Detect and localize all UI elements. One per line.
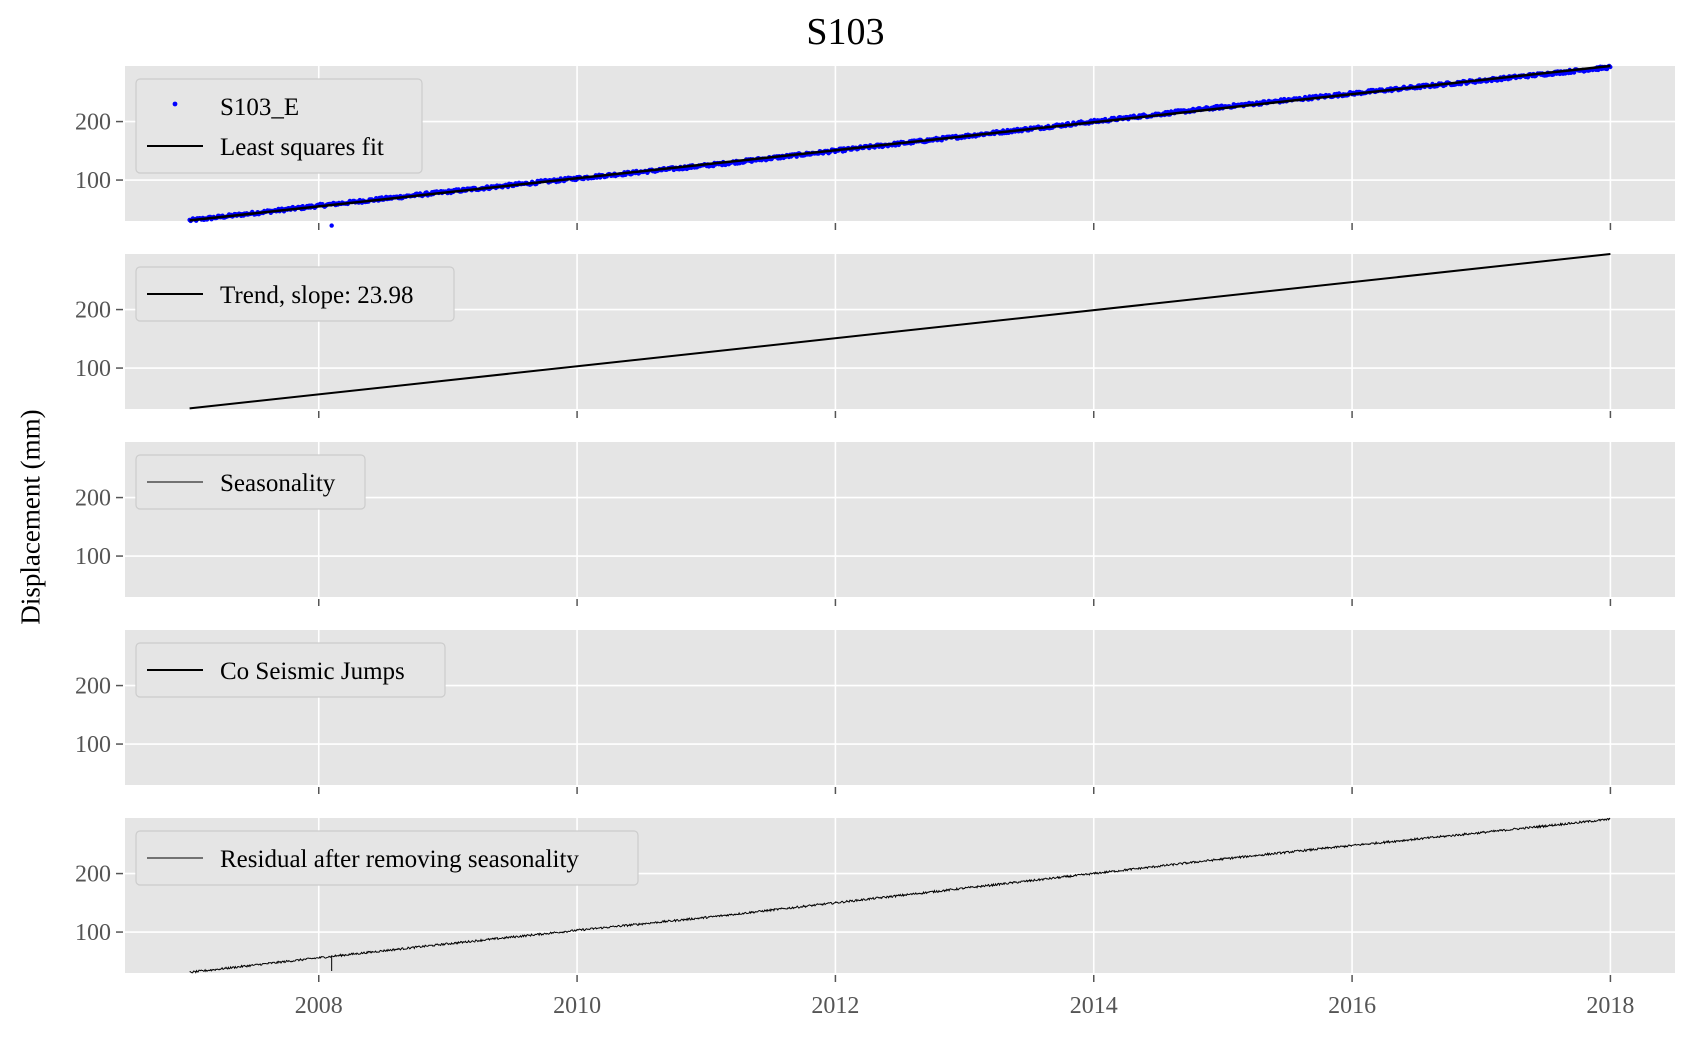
panel-background bbox=[125, 442, 1675, 597]
panel-5: 2008 2010 2012 2014 2016 2018 100 200 Residual a… bbox=[75, 817, 1675, 1019]
legend-label: Least squares fit bbox=[220, 134, 384, 161]
y-tick-label: 200 bbox=[75, 674, 111, 700]
y-tick-label: 100 bbox=[75, 732, 111, 758]
y-tick-label: 100 bbox=[75, 544, 111, 570]
chart-title: S103 bbox=[806, 11, 885, 53]
legend-box bbox=[135, 78, 423, 174]
panel-1: 100 200 S103_E Least squares fit bbox=[75, 63, 1675, 230]
series-line bbox=[189, 64, 1611, 222]
panel-4: 100 200 Co Seismic Jumps bbox=[75, 630, 1675, 794]
x-tick-label: 2018 bbox=[1586, 993, 1634, 1019]
legend-label: S103_E bbox=[220, 94, 299, 121]
legend-label: Trend, slope: 23.98 bbox=[220, 282, 414, 309]
y-tick-label: 200 bbox=[75, 110, 111, 136]
legend: Trend, slope: 23.98 bbox=[135, 266, 455, 322]
y-tick-label: 100 bbox=[75, 168, 111, 194]
legend-label: Residual after removing seasonality bbox=[220, 846, 579, 873]
x-tick-label: 2008 bbox=[295, 993, 343, 1019]
panel-2: 100 200 Trend, slope: 23.98 bbox=[75, 253, 1675, 418]
legend: Seasonality bbox=[135, 454, 366, 510]
legend-box bbox=[135, 830, 639, 886]
y-tick-label: 200 bbox=[75, 298, 111, 324]
series-line bbox=[189, 817, 1611, 974]
y-tick-label: 200 bbox=[75, 486, 111, 512]
y-axis-label: Displacement (mm) bbox=[15, 409, 46, 625]
legend-box bbox=[135, 642, 446, 698]
legend-box bbox=[135, 454, 366, 510]
y-tick-label: 200 bbox=[75, 862, 111, 888]
series-line bbox=[189, 253, 1611, 410]
legend-box bbox=[135, 266, 455, 322]
legend: Residual after removing seasonality bbox=[135, 830, 639, 886]
data-point-outlier bbox=[329, 223, 334, 228]
x-tick-label: 2014 bbox=[1070, 993, 1118, 1019]
y-tick-label: 100 bbox=[75, 920, 111, 946]
y-tick-label: 100 bbox=[75, 356, 111, 382]
x-tick-label: 2016 bbox=[1328, 993, 1376, 1019]
x-tick-label: 2010 bbox=[553, 993, 601, 1019]
legend-label: Seasonality bbox=[220, 470, 336, 497]
legend: Co Seismic Jumps bbox=[135, 642, 446, 698]
legend: S103_E Least squares fit bbox=[135, 78, 423, 174]
panel-3: 100 200 Seasonality bbox=[75, 442, 1675, 606]
legend-marker-dot bbox=[172, 101, 178, 107]
x-tick-label: 2012 bbox=[811, 993, 859, 1019]
legend-label: Co Seismic Jumps bbox=[220, 658, 405, 685]
